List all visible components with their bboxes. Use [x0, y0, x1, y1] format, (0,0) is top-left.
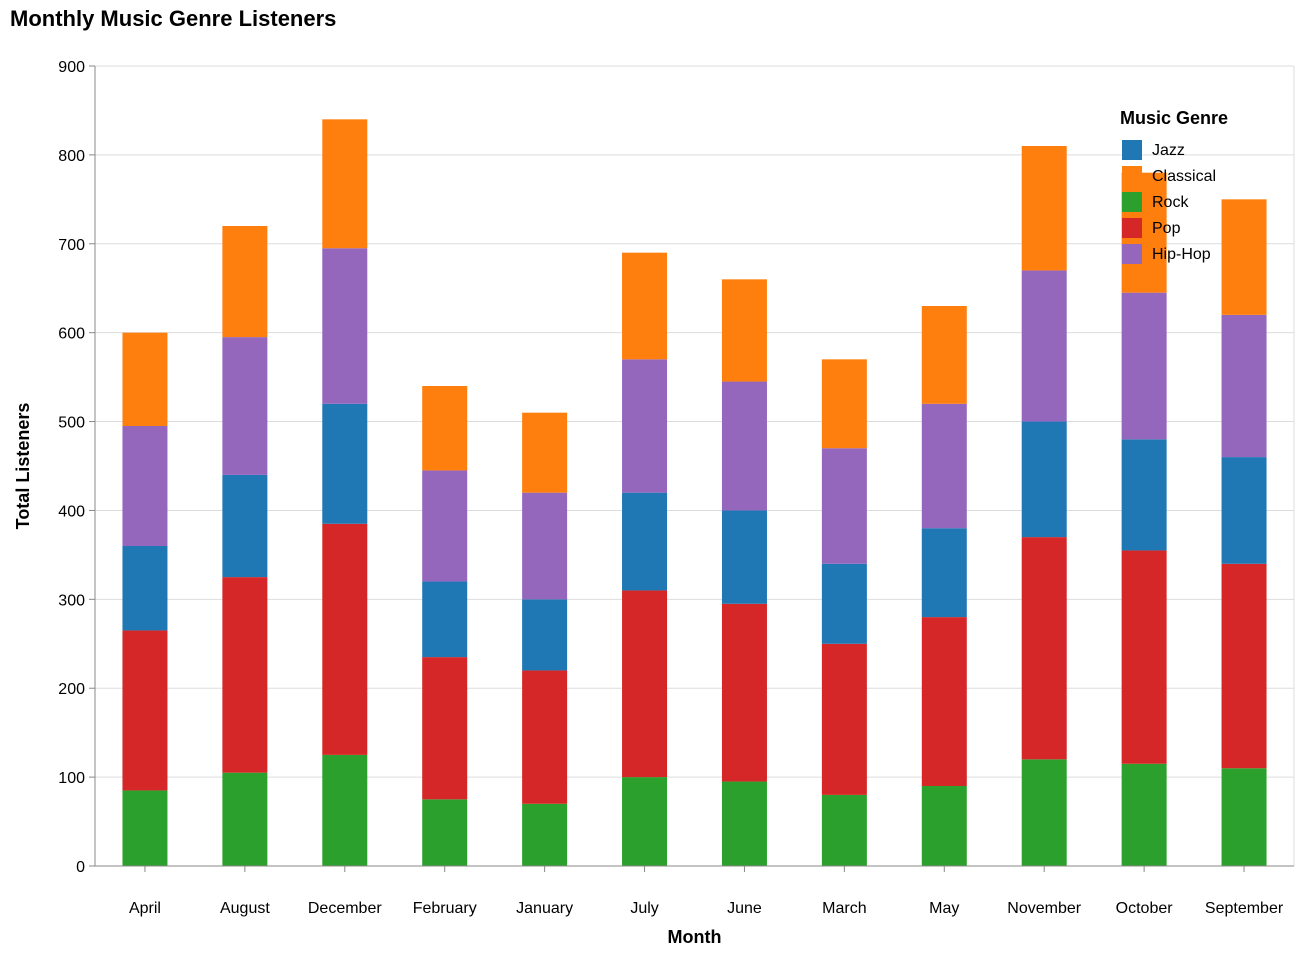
bar-segment-rock: [422, 799, 468, 866]
bar-segment-hip-hop: [721, 381, 767, 511]
legend-swatch: [1122, 218, 1142, 238]
bar-segment-pop: [622, 590, 668, 778]
legend-title: Music Genre: [1120, 108, 1228, 128]
bar-segment-classical: [821, 359, 867, 449]
bar-segment-pop: [122, 630, 168, 791]
bar-segment-rock: [1221, 768, 1267, 866]
x-tick-label: February: [413, 900, 477, 917]
x-tick-label: June: [727, 900, 762, 917]
bar-segment-jazz: [422, 581, 468, 658]
legend-swatch: [1122, 166, 1142, 186]
x-axis-title: Month: [668, 927, 722, 947]
legend-label: Classical: [1152, 168, 1216, 185]
bar-segment-jazz: [921, 528, 967, 618]
bar-segment-classical: [222, 226, 268, 338]
bar-segment-pop: [1221, 563, 1267, 769]
y-tick-label: 300: [58, 592, 85, 609]
bar-segment-jazz: [322, 403, 368, 524]
y-tick-label: 900: [58, 59, 85, 76]
x-tick-label: April: [129, 900, 161, 917]
bar-segment-pop: [422, 657, 468, 800]
bar-segment-pop: [921, 617, 967, 786]
bar-segment-jazz: [222, 474, 268, 578]
y-axis-title: Total Listeners: [13, 403, 33, 530]
x-tick-label: July: [630, 900, 658, 917]
y-tick-label: 400: [58, 503, 85, 520]
y-tick-label: 800: [58, 148, 85, 165]
y-tick-label: 200: [58, 681, 85, 698]
bar-segment-classical: [422, 386, 468, 471]
legend-swatch: [1122, 140, 1142, 160]
bar-segment-rock: [921, 786, 967, 866]
bar-segment-rock: [721, 781, 767, 866]
bar-segment-hip-hop: [222, 337, 268, 475]
bar-segment-jazz: [721, 510, 767, 604]
y-tick-label: 100: [58, 770, 85, 787]
bar-segment-hip-hop: [1021, 270, 1067, 422]
bar-segment-hip-hop: [122, 426, 168, 546]
bar-segment-classical: [122, 332, 168, 426]
bar-segment-classical: [1221, 199, 1267, 315]
bar-segment-rock: [322, 754, 368, 866]
bar-segment-rock: [622, 777, 668, 866]
bar-segment-jazz: [1021, 421, 1067, 538]
bar-segment-classical: [921, 306, 967, 404]
bar-segment-rock: [222, 772, 268, 866]
bar-segment-pop: [322, 523, 368, 755]
bar-segment-hip-hop: [1221, 314, 1267, 458]
bar-segment-jazz: [821, 563, 867, 644]
bar-segment-pop: [821, 643, 867, 795]
bar-segment-hip-hop: [322, 248, 368, 404]
bar-segment-pop: [1121, 550, 1167, 764]
y-tick-label: 0: [76, 859, 85, 876]
legend-label: Jazz: [1152, 142, 1185, 159]
y-tick-label: 700: [58, 237, 85, 254]
bar-segment-jazz: [522, 599, 568, 671]
legend-swatch: [1122, 192, 1142, 212]
bar-segment-pop: [522, 670, 568, 804]
bar-segment-rock: [1021, 759, 1067, 866]
bar-segment-rock: [1121, 763, 1167, 866]
x-tick-label: March: [822, 900, 866, 917]
bar-segment-classical: [522, 412, 568, 493]
x-tick-label: May: [929, 900, 959, 917]
bar-segment-classical: [322, 119, 368, 249]
legend-label: Pop: [1152, 220, 1181, 237]
x-tick-label: August: [220, 900, 270, 917]
bar-segment-jazz: [122, 546, 168, 631]
legend-swatch: [1122, 244, 1142, 264]
bar-segment-classical: [622, 252, 668, 360]
x-tick-label: December: [308, 900, 382, 917]
legend-label: Rock: [1152, 194, 1189, 211]
bar-segment-classical: [1021, 146, 1067, 271]
bar-segment-hip-hop: [522, 492, 568, 600]
x-tick-label: January: [516, 900, 573, 917]
bar-segment-hip-hop: [1121, 292, 1167, 440]
bar-segment-hip-hop: [921, 403, 967, 529]
y-tick-label: 600: [58, 326, 85, 343]
bar-segment-classical: [721, 279, 767, 382]
bar-segment-rock: [821, 794, 867, 866]
bar-segment-hip-hop: [422, 470, 468, 582]
bar-segment-rock: [522, 803, 568, 866]
bar-segment-jazz: [622, 492, 668, 591]
bar-segment-pop: [222, 577, 268, 773]
x-tick-label: November: [1007, 900, 1081, 917]
bar-segment-hip-hop: [821, 448, 867, 564]
x-tick-label: September: [1205, 900, 1284, 917]
bar-segment-jazz: [1121, 439, 1167, 551]
legend-label: Hip-Hop: [1152, 246, 1211, 263]
x-tick-label: October: [1116, 900, 1174, 917]
bar-segment-hip-hop: [622, 359, 668, 493]
bar-segment-rock: [122, 790, 168, 866]
bar-segment-jazz: [1221, 457, 1267, 564]
bar-segment-pop: [721, 603, 767, 782]
y-tick-label: 500: [58, 415, 85, 432]
chart-title: Monthly Music Genre Listeners: [10, 6, 337, 31]
bar-segment-pop: [1021, 537, 1067, 760]
